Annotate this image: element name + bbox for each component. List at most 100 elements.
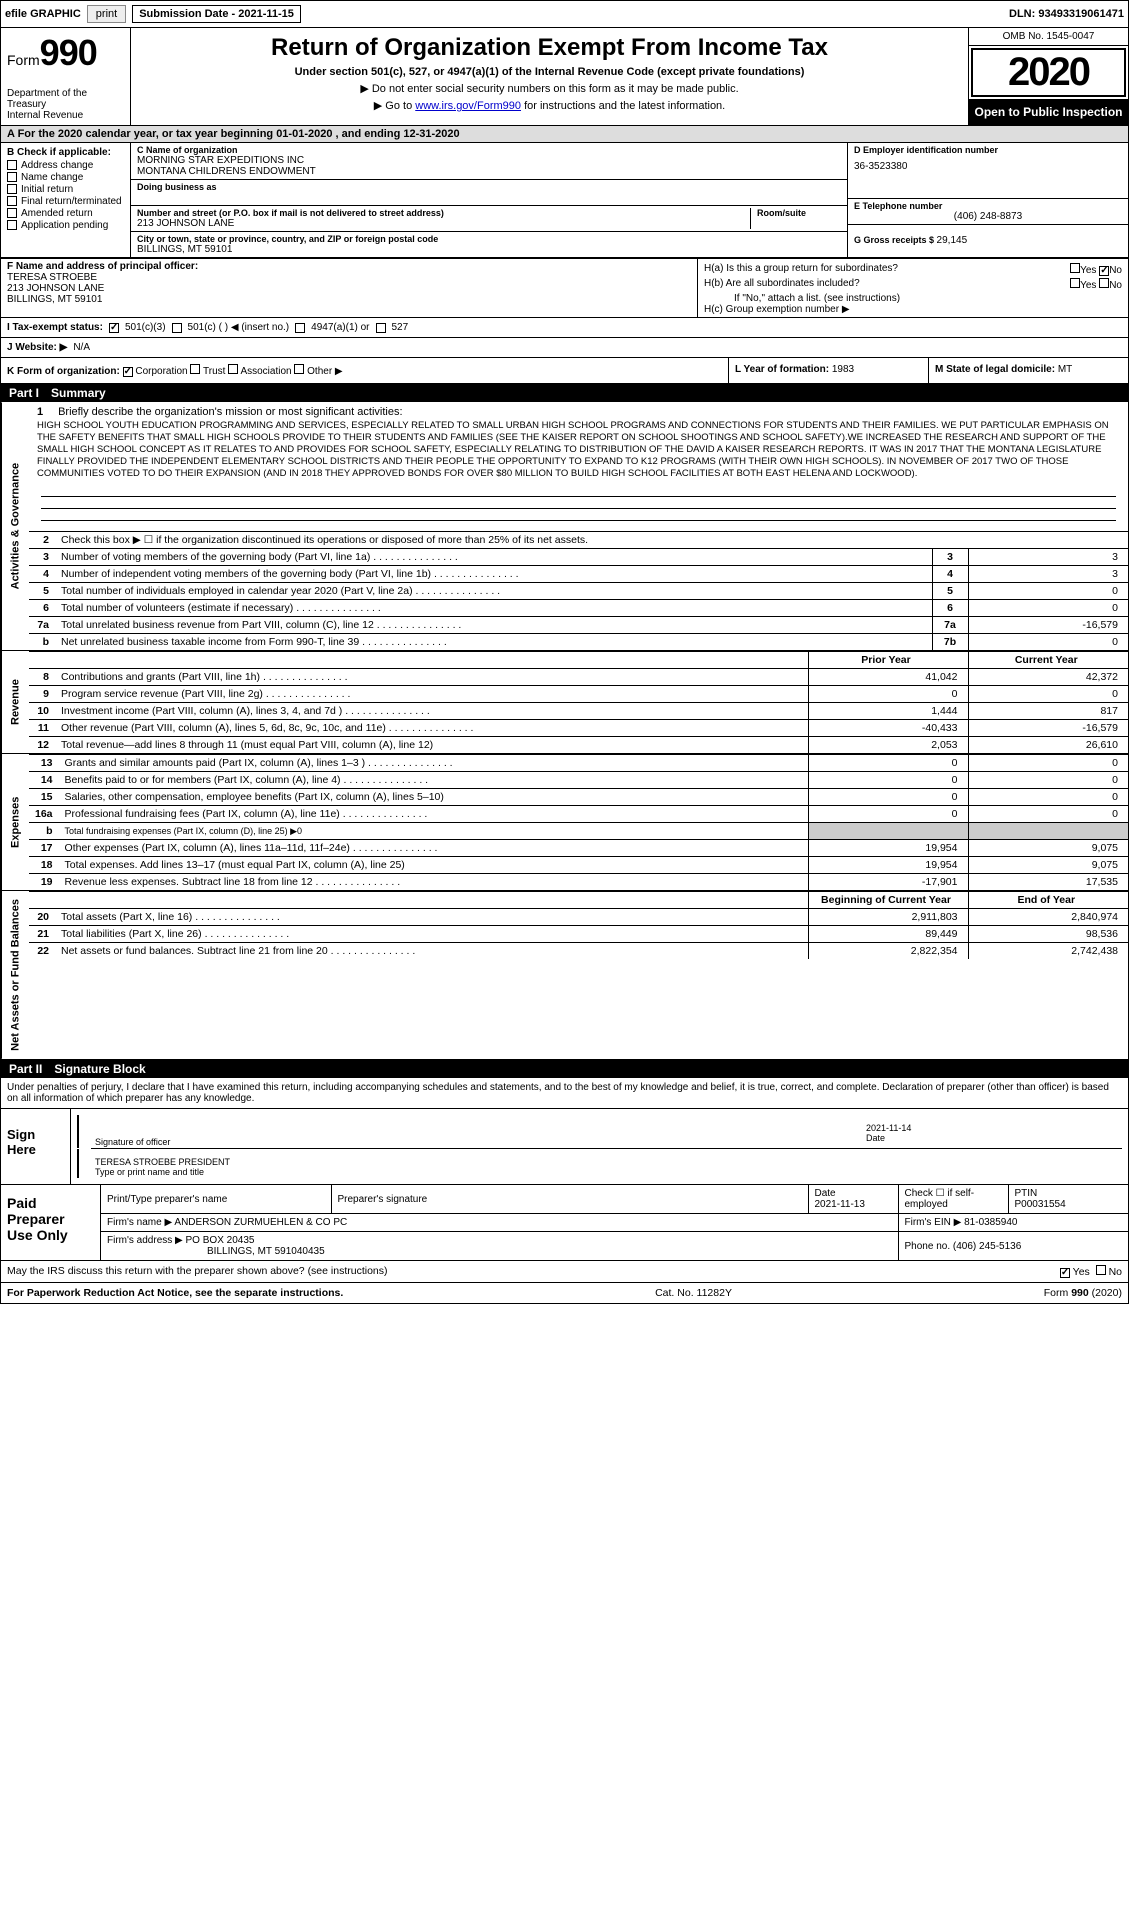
cb-discuss-no[interactable] <box>1096 1265 1106 1275</box>
exp-row-16a: 16aProfessional fundraising fees (Part I… <box>29 806 1128 823</box>
ein-val: 36-3523380 <box>854 161 1122 172</box>
row-i: I Tax-exempt status: 501(c)(3) 501(c) ( … <box>1 317 1128 338</box>
mission-block: 1 Briefly describe the organization's mi… <box>29 402 1128 531</box>
cb-amended[interactable]: Amended return <box>7 208 124 219</box>
l-cell: L Year of formation: 1983 <box>728 358 928 383</box>
exp-row-14: 14Benefits paid to or for members (Part … <box>29 772 1128 789</box>
net-vlabel: Net Assets or Fund Balances <box>1 891 29 1059</box>
preparer-label: Paid Preparer Use Only <box>1 1185 101 1260</box>
dept: Department of the Treasury Internal Reve… <box>7 88 124 121</box>
exp-row-18: 18Total expenses. Add lines 13–17 (must … <box>29 857 1128 874</box>
instructions-link-line: ▶ Go to www.irs.gov/Form990 for instruct… <box>139 99 960 112</box>
header: Form990 Department of the Treasury Inter… <box>1 28 1128 126</box>
m-cell: M State of legal domicile: MT <box>928 358 1128 383</box>
cb-501c3[interactable] <box>109 323 119 333</box>
cb-corp[interactable] <box>123 367 133 377</box>
cb-trust[interactable] <box>190 364 200 374</box>
gross-val: 29,145 <box>937 235 968 246</box>
gross-cell: G Gross receipts $ 29,145 <box>848 225 1128 248</box>
cb-discuss-yes[interactable] <box>1060 1268 1070 1278</box>
form-num: 990 <box>40 32 97 73</box>
exp-table: 13Grants and similar amounts paid (Part … <box>29 754 1128 890</box>
exp-section: Expenses 13Grants and similar amounts pa… <box>1 754 1128 891</box>
blank-lines <box>37 485 1120 521</box>
j-label: J Website: ▶ <box>7 342 67 353</box>
cb-name-change[interactable]: Name change <box>7 172 124 183</box>
rev-row-11: 11Other revenue (Part VIII, column (A), … <box>29 720 1128 737</box>
cb-initial-return[interactable]: Initial return <box>7 184 124 195</box>
cb-4947[interactable] <box>295 323 305 333</box>
col-c: C Name of organization MORNING STAR EXPE… <box>131 143 848 257</box>
link-post: for instructions and the latest informat… <box>521 100 725 112</box>
rev-table: Prior YearCurrent Year 8Contributions an… <box>29 651 1128 753</box>
submission-date: Submission Date - 2021-11-15 <box>132 5 301 23</box>
b-label: B Check if applicable: <box>7 147 124 158</box>
cb-pending[interactable]: Application pending <box>7 220 124 231</box>
exp-row-17: 17Other expenses (Part IX, column (A), l… <box>29 840 1128 857</box>
col-d: D Employer identification number 36-3523… <box>848 143 1128 257</box>
ag-row-4: 4Number of independent voting members of… <box>29 566 1128 583</box>
rev-vlabel: Revenue <box>1 651 29 753</box>
ag-row-7a: 7aTotal unrelated business revenue from … <box>29 617 1128 634</box>
j-val: N/A <box>73 342 90 353</box>
cb-final-return[interactable]: Final return/terminated <box>7 196 124 207</box>
discuss-question: May the IRS discuss this return with the… <box>7 1265 388 1278</box>
rev-row-8: 8Contributions and grants (Part VIII, li… <box>29 669 1128 686</box>
efile-label: efile GRAPHIC <box>5 8 81 20</box>
room-label: Room/suite <box>757 208 841 218</box>
sign-here-label: Sign Here <box>1 1109 71 1184</box>
cb-other[interactable] <box>294 364 304 374</box>
dba-cell: Doing business as <box>131 180 847 206</box>
k-cell: K Form of organization: Corporation Trus… <box>1 358 728 383</box>
dept-line1: Department of the Treasury <box>7 88 124 110</box>
tax-year: 2020 <box>971 48 1126 97</box>
exp-vlabel: Expenses <box>1 754 29 890</box>
rev-row-12: 12Total revenue—add lines 8 through 11 (… <box>29 737 1128 754</box>
top-bar: efile GRAPHIC print Submission Date - 20… <box>1 1 1128 28</box>
rev-row-10: 10Investment income (Part VIII, column (… <box>29 703 1128 720</box>
org-name-1: MORNING STAR EXPEDITIONS INC <box>137 155 841 166</box>
form-subtitle: Under section 501(c), 527, or 4947(a)(1)… <box>139 66 960 78</box>
i-label: I Tax-exempt status: <box>7 322 103 333</box>
footer-left: For Paperwork Reduction Act Notice, see … <box>7 1287 343 1299</box>
firm-phone: Phone no. (406) 245-5136 <box>898 1232 1128 1261</box>
rev-section: Revenue Prior YearCurrent Year 8Contribu… <box>1 651 1128 754</box>
preparer-table: Print/Type preparer's name Preparer's si… <box>101 1185 1128 1260</box>
officer-name: TERESA STROEBE <box>7 272 691 283</box>
m-label: M State of legal domicile: <box>935 364 1058 375</box>
footer: For Paperwork Reduction Act Notice, see … <box>1 1283 1128 1303</box>
addr-val: 213 JOHNSON LANE <box>137 218 744 229</box>
officer-addr1: 213 JOHNSON LANE <box>7 283 691 294</box>
header-right: OMB No. 1545-0047 2020 Open to Public In… <box>968 28 1128 125</box>
part2-title: Signature Block <box>54 1062 145 1076</box>
ag-row-2: 2Check this box ▶ ☐ if the organization … <box>29 532 1128 549</box>
cb-501c[interactable] <box>172 323 182 333</box>
ha-label: H(a) Is this a group return for subordin… <box>704 263 898 276</box>
i-cell: I Tax-exempt status: 501(c)(3) 501(c) ( … <box>1 318 1128 337</box>
part1-title: Summary <box>51 386 106 400</box>
form-container: efile GRAPHIC print Submission Date - 20… <box>0 0 1129 1304</box>
m-val: MT <box>1058 364 1072 375</box>
link-pre: ▶ Go to <box>374 100 415 112</box>
addr-label: Number and street (or P.O. box if mail i… <box>137 208 744 218</box>
cb-527[interactable] <box>376 323 386 333</box>
sig-officer: Signature of officer <box>91 1115 862 1148</box>
instructions-link[interactable]: www.irs.gov/Form990 <box>415 100 521 112</box>
net-row-22: 22Net assets or fund balances. Subtract … <box>29 943 1128 960</box>
header-left: Form990 Department of the Treasury Inter… <box>1 28 131 125</box>
city-val: BILLINGS, MT 59101 <box>137 244 841 255</box>
cb-address-change[interactable]: Address change <box>7 160 124 171</box>
cb-assoc[interactable] <box>228 364 238 374</box>
part2-header: Part II Signature Block <box>1 1060 1128 1078</box>
print-button[interactable]: print <box>87 5 126 23</box>
discuss-row: May the IRS discuss this return with the… <box>1 1261 1128 1283</box>
exp-row-16b: bTotal fundraising expenses (Part IX, co… <box>29 823 1128 840</box>
mission-prompt: Briefly describe the organization's miss… <box>58 406 402 418</box>
ag-row-5: 5Total number of individuals employed in… <box>29 583 1128 600</box>
sig-row-2: TERESA STROEBE PRESIDENT Type or print n… <box>91 1149 1122 1178</box>
f-label: F Name and address of principal officer: <box>7 261 691 272</box>
form-prefix: Form <box>7 52 40 68</box>
net-row-20: 20Total assets (Part X, line 16)2,911,80… <box>29 909 1128 926</box>
hb-label: H(b) Are all subordinates included? <box>704 278 860 291</box>
net-section: Net Assets or Fund Balances Beginning of… <box>1 891 1128 1060</box>
